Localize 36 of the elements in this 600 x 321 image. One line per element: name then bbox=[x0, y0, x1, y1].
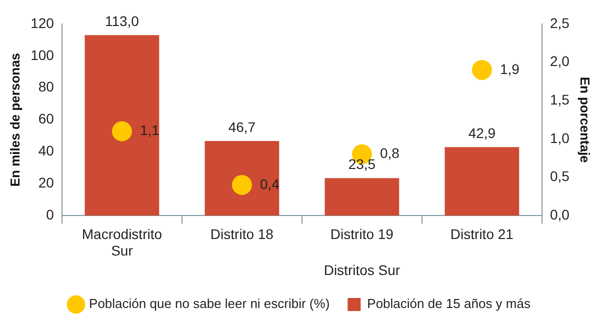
legend-label: Población de 15 años y más bbox=[367, 296, 531, 312]
bar bbox=[84, 35, 160, 216]
data-label: 46,7 bbox=[228, 118, 256, 135]
legend-label: Población que no sabe leer ni escribir (%) bbox=[89, 296, 330, 312]
y-tick-label: 40 bbox=[38, 142, 54, 159]
point bbox=[472, 60, 492, 80]
y-axis-title: En miles de personas bbox=[7, 52, 22, 187]
x-tick-label: Distrito 19 bbox=[330, 226, 394, 242]
data-label: 113,0 bbox=[104, 13, 140, 30]
bar bbox=[204, 141, 280, 216]
y-tick-label: 20 bbox=[38, 174, 54, 191]
y2-tick-label: 2,5 bbox=[550, 14, 570, 31]
x-tick-label: Distrito 21 bbox=[450, 226, 514, 242]
y2-axis-title: En porcentaje bbox=[578, 76, 593, 163]
data-label: 0,4 bbox=[260, 176, 280, 192]
data-label: 23,5 bbox=[348, 156, 376, 172]
y2-tick-label: 2,0 bbox=[550, 53, 570, 70]
data-label: 0,8 bbox=[380, 145, 400, 162]
y-tick-label: 0 bbox=[46, 206, 54, 222]
x-tick-label: Macrodistrito Sur bbox=[82, 226, 162, 259]
x-axis-title: Distritos Sur bbox=[324, 262, 400, 278]
y2-tick-label: 1,0 bbox=[550, 130, 570, 146]
y2-tick-label: 0,5 bbox=[550, 168, 570, 184]
y-tick-label: 120 bbox=[30, 14, 54, 31]
point bbox=[112, 121, 132, 142]
y-tick-label: 60 bbox=[38, 110, 54, 127]
x-tick-label: Distrito 18 bbox=[210, 226, 274, 242]
y-tick-label: 80 bbox=[38, 78, 54, 95]
data-label: 1,9 bbox=[500, 60, 520, 77]
data-label: 42,9 bbox=[468, 124, 496, 141]
y2-tick-label: 1,5 bbox=[550, 92, 570, 108]
bar bbox=[444, 147, 520, 216]
data-label: 1,1 bbox=[140, 122, 160, 138]
y2-tick-label: 0,0 bbox=[550, 206, 570, 222]
bar bbox=[324, 178, 400, 216]
y-tick-label: 100 bbox=[30, 46, 54, 63]
